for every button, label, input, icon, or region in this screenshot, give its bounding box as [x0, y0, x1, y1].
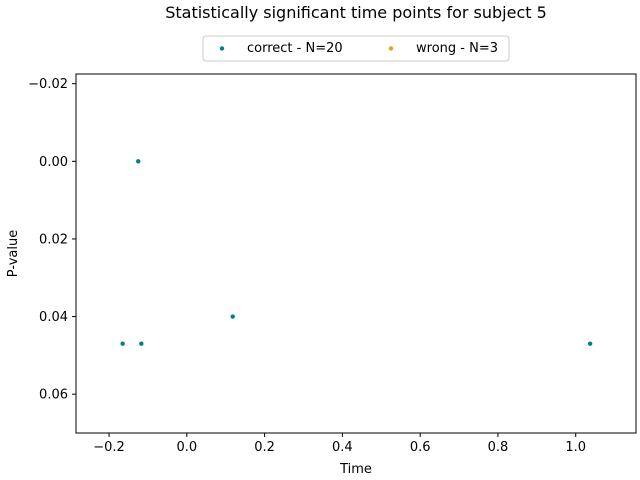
x-tick-label: 0.4 [332, 440, 353, 455]
x-axis-ticks: −0.2 0.0 0.2 0.4 0.6 0.8 1.0 [93, 433, 586, 455]
x-tick-label: 0.0 [176, 440, 197, 455]
legend-marker-correct [219, 46, 225, 51]
x-axis-label: Time [339, 462, 372, 477]
x-tick-label: 0.6 [410, 440, 431, 455]
data-point-correct [136, 159, 141, 164]
legend-label-wrong: wrong - N=3 [416, 41, 498, 56]
legend: correct - N=20 wrong - N=3 [202, 35, 510, 62]
x-tick-label: −0.2 [93, 440, 125, 455]
legend-label-correct: correct - N=20 [247, 41, 343, 56]
x-tick-label: 0.8 [488, 440, 509, 455]
y-tick-label: 0.06 [39, 388, 68, 403]
data-point-correct [587, 341, 593, 346]
y-tick-label: 0.02 [39, 232, 68, 247]
x-tick-label: 0.2 [254, 440, 275, 455]
legend-marker-wrong [388, 46, 394, 51]
y-tick-label: 0.00 [39, 155, 68, 170]
data-point-correct [139, 341, 144, 346]
y-tick-label: 0.04 [39, 310, 68, 325]
x-tick-label: 1.0 [565, 440, 586, 455]
y-axis-label: P-value [6, 230, 21, 277]
data-points [120, 159, 593, 346]
y-axis-ticks: −0.02 0.00 0.02 0.04 0.06 [28, 77, 76, 403]
data-point-correct [120, 341, 125, 346]
y-tick-label: −0.02 [28, 77, 68, 92]
data-point-correct [230, 314, 235, 319]
legend-frame [202, 35, 510, 62]
chart-title: Statistically significant time points fo… [165, 3, 547, 22]
plot-area-frame [75, 73, 637, 434]
